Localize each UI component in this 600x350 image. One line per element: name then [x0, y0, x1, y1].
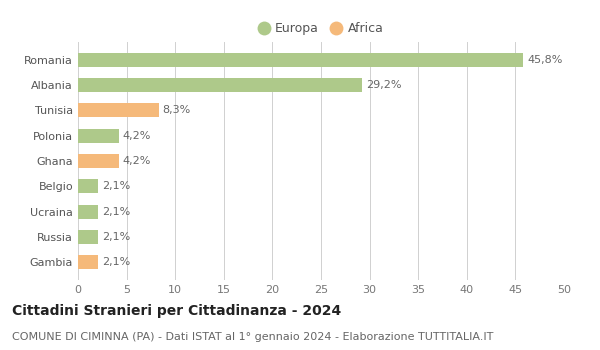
Text: 2,1%: 2,1%	[102, 181, 131, 191]
Text: 4,2%: 4,2%	[123, 156, 151, 166]
Bar	[78, 129, 119, 143]
Text: 2,1%: 2,1%	[102, 232, 131, 242]
Bar	[78, 255, 98, 269]
Text: 45,8%: 45,8%	[527, 55, 562, 65]
Text: 2,1%: 2,1%	[102, 257, 131, 267]
Text: COMUNE DI CIMINNA (PA) - Dati ISTAT al 1° gennaio 2024 - Elaborazione TUTTITALIA: COMUNE DI CIMINNA (PA) - Dati ISTAT al 1…	[12, 332, 493, 343]
Text: 4,2%: 4,2%	[123, 131, 151, 141]
Bar	[78, 205, 98, 218]
Text: 29,2%: 29,2%	[366, 80, 401, 90]
Bar	[78, 230, 98, 244]
Bar	[78, 179, 98, 193]
Bar	[78, 104, 158, 117]
Bar	[78, 78, 362, 92]
Bar	[78, 154, 119, 168]
Bar	[78, 53, 523, 67]
Text: Cittadini Stranieri per Cittadinanza - 2024: Cittadini Stranieri per Cittadinanza - 2…	[12, 304, 341, 318]
Text: 8,3%: 8,3%	[163, 105, 191, 116]
Text: 2,1%: 2,1%	[102, 206, 131, 217]
Legend: Europa, Africa: Europa, Africa	[254, 17, 388, 40]
